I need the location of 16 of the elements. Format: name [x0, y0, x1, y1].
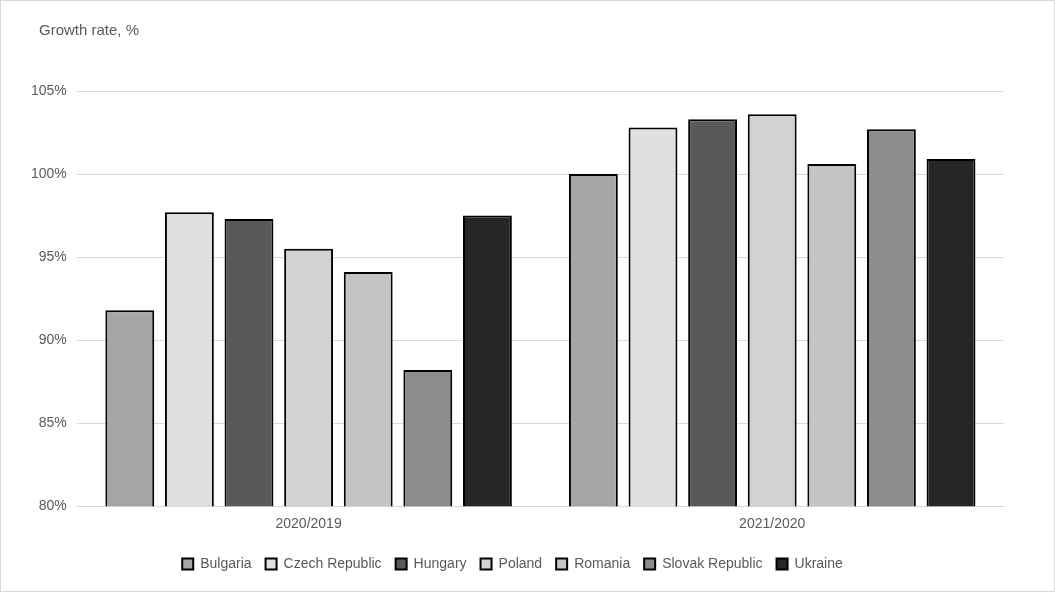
legend-label: Czech Republic — [283, 554, 382, 571]
legend-label: Slovak Republic — [662, 554, 763, 571]
y-tick-label: 95% — [38, 247, 67, 264]
legend-label: Bulgaria — [200, 554, 252, 571]
y-tick-label: 90% — [38, 330, 67, 347]
legend-label: Ukraine — [794, 554, 843, 571]
legend-label: Poland — [498, 554, 543, 571]
y-tick-label: 85% — [38, 414, 67, 431]
y-tick-label: 105% — [30, 81, 67, 98]
x-tick-label: 2021/2020 — [739, 515, 806, 532]
legend-label: Romania — [574, 554, 631, 571]
y-tick-label: 100% — [30, 164, 67, 181]
x-tick-label: 2020/2019 — [275, 515, 342, 532]
y-tick-label: 80% — [38, 497, 67, 514]
legend-label: Hungary — [413, 554, 467, 571]
y-axis-title: Growth rate, % — [39, 21, 140, 38]
